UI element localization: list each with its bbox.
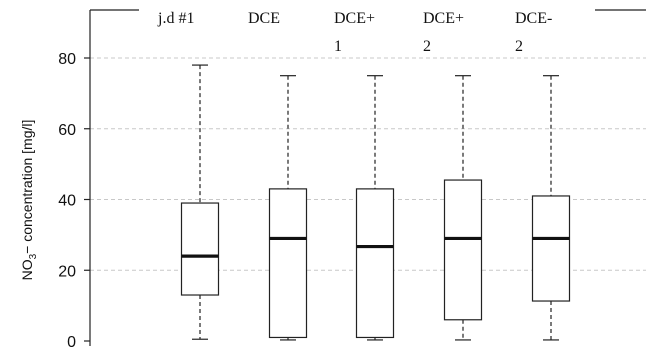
iqr-box: [268, 188, 308, 339]
box-group: [443, 75, 483, 341]
y-tick-label: 40: [58, 193, 76, 210]
box-series: [180, 64, 571, 341]
iqr-box: [180, 202, 220, 296]
category-label: DCE-: [515, 10, 552, 27]
category-labels: j.d #1 DCE DCE+ 1 DCE+ 2 DCE- 2: [157, 10, 552, 55]
category-label: 2: [423, 38, 431, 55]
y-tick-label: 20: [58, 263, 76, 280]
category-label: DCE+: [423, 10, 464, 27]
category-label: DCE+: [334, 10, 375, 27]
axis-frame: [89, 9, 646, 346]
box-group: [268, 75, 308, 341]
box-group: [180, 64, 220, 340]
box-group: [355, 75, 395, 341]
iqr-box: [531, 195, 571, 302]
iqr-box: [355, 188, 395, 339]
iqr-box: [443, 179, 483, 321]
box-group: [531, 75, 571, 341]
y-tick-label: 60: [58, 122, 76, 139]
y-axis-label: NO3− concentration [mg/l]: [19, 120, 39, 281]
category-label: 2: [515, 38, 523, 55]
category-label: j.d #1: [157, 10, 194, 27]
y-axis-ticks: 0 20 40 60 80: [58, 51, 90, 351]
y-tick-label: 0: [67, 334, 76, 348]
category-label: 1: [334, 38, 342, 55]
category-label: DCE: [248, 10, 280, 27]
y-tick-label: 80: [58, 51, 76, 68]
